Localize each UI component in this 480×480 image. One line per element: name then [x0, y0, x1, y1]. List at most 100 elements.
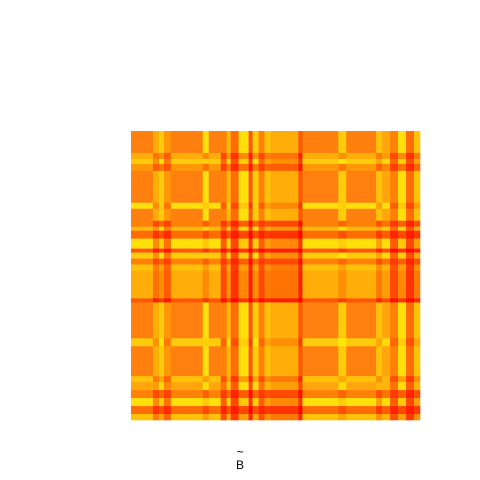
heatmap-cell [131, 202, 154, 210]
heatmap-cell [264, 230, 271, 239]
heatmap-cell [376, 248, 383, 253]
heatmap-cell [220, 298, 227, 303]
heatmap-cell [382, 406, 391, 415]
heatmap-cell [170, 252, 204, 259]
heatmap-cell [398, 382, 407, 391]
heatmap-cell [208, 338, 221, 347]
heatmap-cell [220, 264, 227, 271]
heatmap-cell [270, 258, 299, 265]
heatmap-cell [158, 248, 165, 253]
heatmap-cell [220, 230, 227, 239]
heatmap-cell [226, 248, 231, 253]
heatmap-cell [338, 264, 347, 271]
heatmap-cell [264, 376, 271, 383]
heatmap-cell [248, 258, 253, 265]
heatmap-cell [158, 258, 165, 265]
heatmap-cell [163, 202, 172, 210]
heatmap-cell [338, 170, 347, 204]
heatmap-cell [390, 226, 399, 231]
heatmap-cell [152, 390, 160, 399]
heatmap-cell [414, 382, 421, 391]
heatmap-cell [270, 170, 299, 204]
heatmap-cell [220, 398, 227, 407]
heatmap-cell [220, 406, 227, 415]
heatmap-cell [202, 208, 210, 221]
heatmap-cell [302, 302, 339, 339]
heatmap-cell [226, 346, 231, 377]
heatmap-cell [346, 302, 377, 339]
heatmap-cell [220, 238, 227, 249]
x-axis-label-text: B [235, 458, 244, 472]
heatmap-cell [230, 264, 239, 271]
heatmap-cell [382, 302, 391, 339]
heatmap-cell [248, 376, 253, 383]
heatmap-cell [208, 158, 221, 165]
heatmap-cell [202, 220, 210, 227]
heatmap-cell [226, 302, 231, 339]
heatmap-cell [414, 131, 421, 154]
heatmap-cell [230, 131, 239, 154]
heatmap-cell [230, 338, 239, 347]
heatmap-cell [376, 406, 383, 415]
heatmap-cell [302, 382, 339, 391]
heatmap-cell [406, 226, 415, 231]
heatmap-cell [258, 238, 265, 249]
heatmap-cell [163, 170, 172, 204]
heatmap-cell [220, 202, 227, 210]
heatmap-cell [302, 170, 339, 204]
heatmap-cell [152, 406, 160, 415]
heatmap-cell [131, 248, 154, 253]
heatmap-cell [376, 264, 383, 271]
heatmap-cell [298, 406, 303, 415]
heatmap-cell [338, 208, 347, 221]
heatmap-cell [414, 226, 421, 231]
heatmap-cell [252, 152, 259, 160]
heatmap-cell [152, 376, 160, 383]
heatmap-cell [158, 298, 165, 303]
heatmap-cell [220, 208, 227, 221]
heatmap-cell [376, 382, 383, 391]
heatmap-cell [414, 158, 421, 165]
heatmap-cell [264, 226, 271, 231]
heatmap-cell [338, 230, 347, 239]
heatmap-cell [264, 131, 271, 154]
heatmap-cell [158, 390, 165, 399]
heatmap-cell [238, 302, 249, 339]
heatmap-cell [170, 170, 204, 204]
heatmap-cell [270, 382, 299, 391]
heatmap-cell [390, 131, 399, 154]
heatmap-cell [346, 264, 377, 271]
heatmap-cell [226, 406, 231, 415]
heatmap-cell [152, 208, 160, 221]
heatmap-cell [302, 252, 339, 259]
heatmap-cell [158, 220, 165, 227]
heatmap-cell [248, 382, 253, 391]
heatmap-cell [152, 264, 160, 271]
heatmap-cell [230, 302, 239, 339]
heatmap-cell [406, 264, 415, 271]
heatmap-cell [220, 390, 227, 399]
heatmap-cell [382, 248, 391, 253]
heatmap-cell [264, 298, 271, 303]
heatmap-cell [226, 298, 231, 303]
heatmap-cell [252, 390, 259, 399]
heatmap-cell [346, 398, 377, 407]
heatmap-cell [170, 230, 204, 239]
heatmap-cell [238, 238, 249, 249]
heatmap-cell [170, 248, 204, 253]
heatmap-cell [163, 338, 172, 347]
heatmap-cell [131, 346, 154, 377]
heatmap-cell [158, 252, 165, 259]
heatmap-cell [338, 158, 347, 165]
heatmap-cell [382, 152, 391, 160]
heatmap-cell [158, 158, 165, 165]
heatmap-cell [398, 163, 407, 172]
heatmap-cell [152, 414, 160, 421]
heatmap-cell [170, 298, 204, 303]
heatmap-cell [226, 258, 231, 265]
heatmap-cell [302, 338, 339, 347]
heatmap-cell [252, 230, 259, 239]
heatmap-cell [220, 252, 227, 259]
heatmap-cell [252, 202, 259, 210]
heatmap-cell [226, 230, 231, 239]
